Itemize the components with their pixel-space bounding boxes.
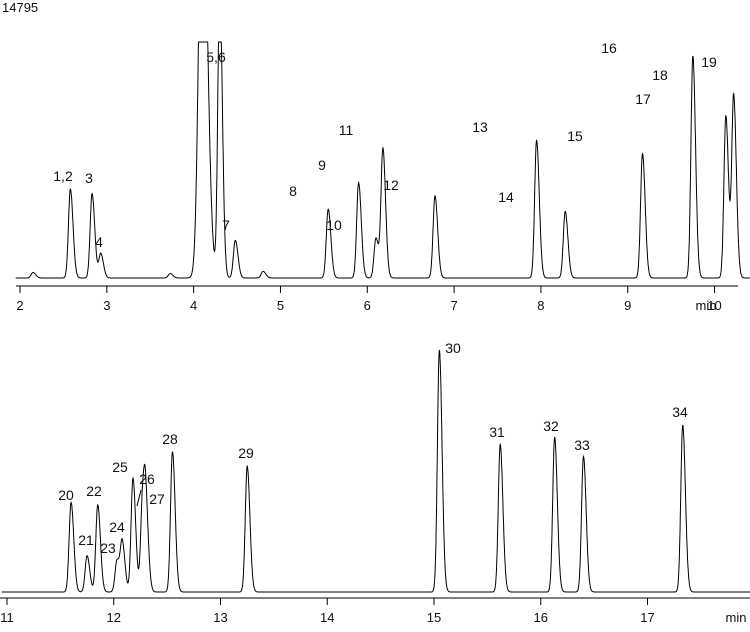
chromatogram-trace <box>1 349 750 593</box>
x-tick-label: 14 <box>320 610 334 625</box>
x-tick-label: 5 <box>277 298 284 313</box>
x-tick-label: 6 <box>364 298 371 313</box>
x-axis-unit-label: min <box>726 610 747 625</box>
x-tick-label: 12 <box>107 610 121 625</box>
peak-label: 25 <box>112 459 128 475</box>
peak-label: 5,6 <box>206 49 226 65</box>
peak-label: 16 <box>601 40 617 56</box>
x-tick-label: 10 <box>707 298 721 313</box>
peak-label: 3 <box>85 170 93 186</box>
peak-label: 4 <box>95 234 103 250</box>
x-tick-label: 15 <box>427 610 441 625</box>
peak-label: 9 <box>318 157 326 173</box>
x-tick-label: 4 <box>190 298 197 313</box>
peak-label: 20 <box>58 487 74 503</box>
x-tick-label: 17 <box>640 610 654 625</box>
peak-label: 33 <box>574 437 590 453</box>
peak-label: 19 <box>701 54 717 70</box>
peak-label: 7 <box>222 217 230 233</box>
peak-label: 32 <box>543 418 559 434</box>
peak-label: 14 <box>498 189 514 205</box>
x-tick-label: 11 <box>0 610 14 625</box>
peak-label: 26 <box>139 471 155 487</box>
peak-label: 1,2 <box>53 168 73 184</box>
peak-label: 31 <box>489 424 505 440</box>
x-tick-label: 7 <box>450 298 457 313</box>
figure-id: 14795 <box>2 0 38 15</box>
peak-label: 28 <box>162 431 178 447</box>
peak-label: 15 <box>567 128 583 144</box>
peak-label: 13 <box>472 119 488 135</box>
peak-label: 8 <box>289 183 297 199</box>
chromatogram-trace <box>15 41 750 279</box>
peak-label: 27 <box>149 491 165 507</box>
peak-label-leader <box>136 489 142 507</box>
x-tick-label: 16 <box>534 610 548 625</box>
chromatogram-panel-2: 11 12 13 14 15 16 17 min 20 21 22 23 24 25 26 27 28 29 30 3… <box>0 340 750 625</box>
peak-label: 21 <box>78 532 94 548</box>
peak-label: 24 <box>109 519 125 535</box>
peak-label: 10 <box>326 217 342 233</box>
peak-label: 11 <box>339 122 354 138</box>
x-tick-label: 2 <box>16 298 23 313</box>
x-tick-label: 13 <box>213 610 227 625</box>
peak-label: 34 <box>672 404 688 420</box>
peak-label: 30 <box>445 340 461 356</box>
x-axis-unit-label: min <box>696 298 717 313</box>
peak-label: 12 <box>383 177 399 193</box>
x-tick-label: 9 <box>624 298 631 313</box>
peak-label: 29 <box>238 445 254 461</box>
x-tick-label: 3 <box>103 298 110 313</box>
peak-label: 22 <box>86 483 102 499</box>
peak-label: 18 <box>652 67 668 83</box>
peak-label: 23 <box>100 540 116 556</box>
peak-label: 17 <box>635 91 651 107</box>
x-tick-label: 8 <box>537 298 544 313</box>
